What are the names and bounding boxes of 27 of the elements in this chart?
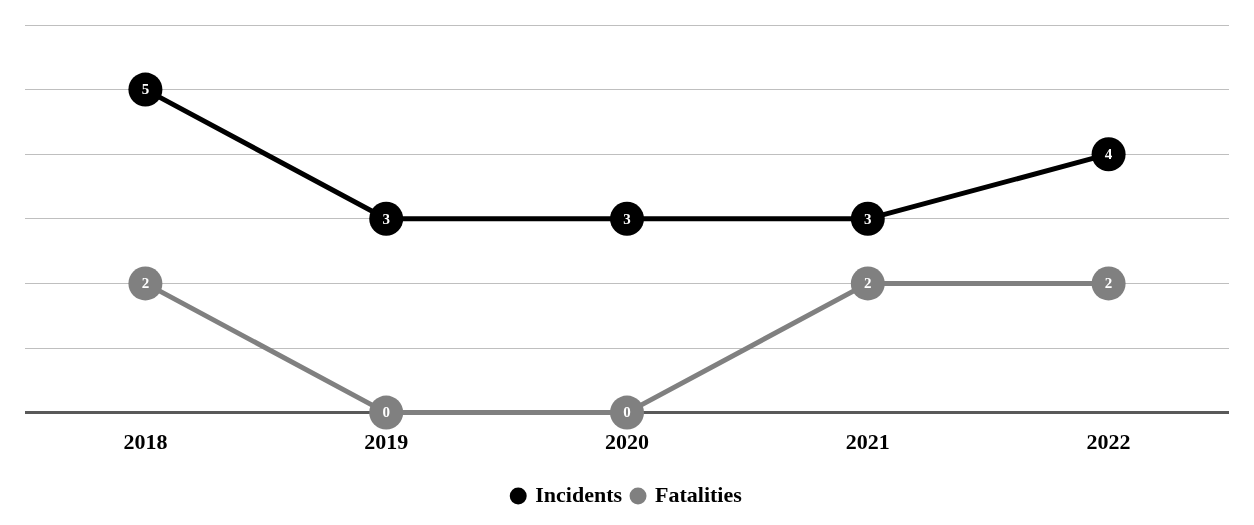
legend-label: Incidents (535, 481, 623, 507)
data-label: 4 (1104, 146, 1113, 163)
point (1091, 266, 1126, 301)
data-label: 3 (623, 210, 631, 227)
x-tick-label: 2018 (123, 429, 168, 455)
point (369, 395, 404, 430)
data-label: 5 (141, 81, 150, 98)
point (850, 266, 885, 301)
x-tick-label: 2019 (364, 429, 409, 455)
point (128, 72, 163, 107)
x-tick-label: 2022 (1086, 429, 1131, 455)
legend-label: Fatalities (655, 481, 743, 507)
x-tick-label: 2020 (605, 429, 649, 455)
data-label: 2 (141, 275, 150, 292)
point (610, 201, 644, 236)
point (128, 266, 163, 301)
data-label: 3 (864, 210, 872, 227)
data-label: 3 (382, 210, 390, 227)
data-label: 2 (864, 275, 872, 292)
point (1091, 137, 1126, 172)
data-label: 0 (382, 404, 390, 421)
x-tick-label: 2021 (845, 429, 890, 455)
point (610, 395, 644, 430)
data-label: 0 (623, 404, 631, 421)
data-label: 2 (1104, 275, 1113, 292)
point (850, 201, 885, 236)
point (369, 201, 404, 236)
